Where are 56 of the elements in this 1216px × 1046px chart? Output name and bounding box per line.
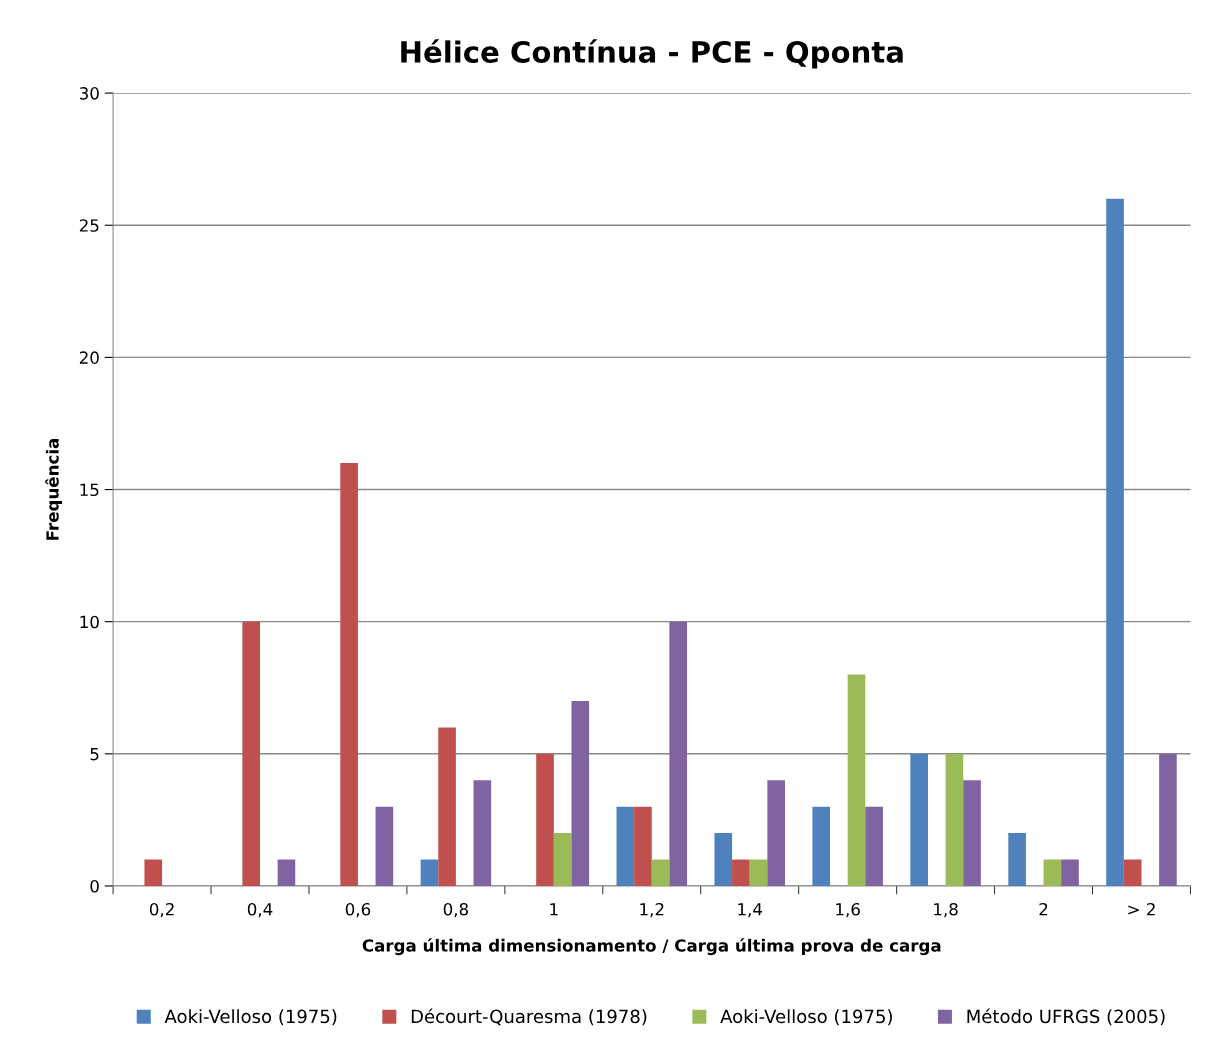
bar — [536, 753, 554, 886]
y-axis-title: Frequência — [45, 439, 63, 540]
bar — [669, 621, 688, 886]
x-tick-label: 0,2 — [149, 902, 174, 918]
bar — [749, 859, 768, 886]
legend-label: Aoki-Velloso (1975) — [720, 1009, 892, 1026]
bar — [144, 859, 163, 886]
y-tick-label: 10 — [80, 615, 99, 629]
bar — [910, 753, 928, 886]
bar — [634, 806, 652, 886]
y-tick-label: 30 — [79, 87, 99, 100]
y-tick-label: 25 — [79, 219, 99, 232]
bar — [473, 780, 492, 886]
bar — [812, 806, 831, 886]
y-tick-label: 15 — [80, 483, 99, 497]
bar — [438, 727, 456, 886]
bar — [945, 753, 964, 886]
bar — [1159, 753, 1177, 886]
bar — [963, 780, 981, 886]
x-tick-label: 0,8 — [443, 902, 468, 918]
legend-label: Método UFRGS (2005) — [967, 1008, 1165, 1026]
y-tick-label: 5 — [90, 748, 99, 761]
bar — [616, 806, 635, 886]
x-tick-label: 1,8 — [934, 902, 958, 918]
x-tick-label: 1,4 — [738, 903, 763, 918]
chart-title: Hélice Contínua - PCE - Qponta — [401, 39, 903, 69]
y-tick-label: 20 — [79, 351, 99, 364]
x-tick-label: 1,6 — [836, 902, 860, 918]
x-tick-label: 0,6 — [345, 902, 371, 918]
bar — [1043, 859, 1062, 886]
bar — [375, 806, 394, 886]
bar — [242, 621, 260, 886]
legend-label: Décourt-Quaresma (1978) — [411, 1008, 647, 1026]
bar — [553, 833, 572, 886]
bar — [1123, 859, 1142, 886]
x-tick-label: 2 — [1039, 902, 1048, 916]
bar — [340, 463, 358, 886]
bar — [420, 859, 439, 886]
y-tick-label: 0 — [90, 879, 99, 893]
bar — [865, 806, 883, 886]
x-tick-label: 0,4 — [247, 902, 273, 918]
legend-label: Aoki-Velloso (1975) — [164, 1009, 337, 1026]
x-tick-label: 1 — [550, 903, 558, 916]
bar — [847, 674, 866, 886]
bar — [732, 859, 750, 886]
x-tick-label: 1,2 — [640, 902, 664, 918]
bar — [277, 859, 296, 886]
bar — [1106, 198, 1124, 886]
bar — [1008, 833, 1026, 886]
bar — [1061, 859, 1079, 886]
bar — [571, 700, 590, 886]
bar — [714, 833, 733, 886]
bar — [651, 859, 670, 886]
x-tick-label: > 2 — [1128, 902, 1155, 916]
x-axis-title: Carga última dimensionamento / Carga última prova de carga — [362, 938, 941, 956]
bar — [767, 780, 785, 886]
